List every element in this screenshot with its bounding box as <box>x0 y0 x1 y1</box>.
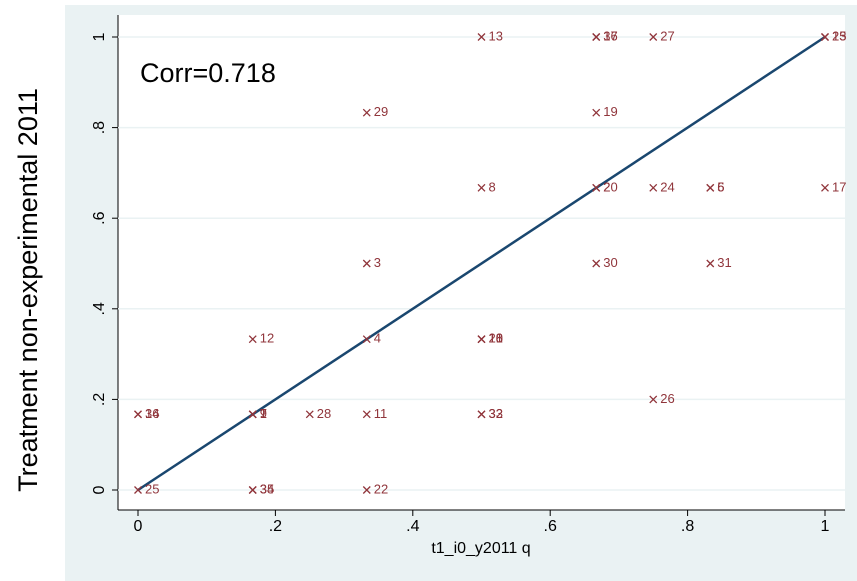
y-tick-label: .8 <box>91 121 108 134</box>
point-label: 12 <box>260 331 274 346</box>
point-label: 5 <box>717 179 724 194</box>
point <box>706 259 715 268</box>
point-label: 24 <box>660 179 674 194</box>
point-label: 21 <box>489 331 503 346</box>
point <box>362 108 371 117</box>
point <box>477 335 486 344</box>
y-axis-label: Treatment non-experimental 2011 <box>13 88 43 492</box>
point-label: 34 <box>260 481 274 496</box>
point-label: 1 <box>260 406 267 421</box>
point <box>821 33 829 41</box>
point-label: 30 <box>603 255 617 270</box>
point-label: 20 <box>603 179 617 194</box>
point-label: 29 <box>374 104 388 119</box>
point-label: 7 <box>260 406 267 421</box>
point <box>362 410 371 419</box>
point-label: 6 <box>717 179 724 194</box>
point <box>248 335 257 344</box>
y-tick-label: 1 <box>91 32 108 41</box>
y-tick-label: .4 <box>91 302 108 315</box>
point-label: 22 <box>374 481 388 496</box>
point-label: 32 <box>489 406 503 421</box>
y-tick-label: .2 <box>91 393 108 406</box>
point-label: 14 <box>145 406 159 421</box>
point <box>134 486 142 494</box>
y-tick-label: .6 <box>91 211 108 224</box>
point-label: 25 <box>145 481 159 496</box>
point-label: 3 <box>374 255 381 270</box>
point <box>706 183 715 192</box>
x-tick-label: .4 <box>406 518 419 535</box>
point-label: 18 <box>489 331 503 346</box>
x-tick-label: .6 <box>544 518 557 535</box>
point-label: 28 <box>317 406 331 421</box>
point <box>134 410 142 419</box>
annotation: Corr=0.718 <box>140 58 276 88</box>
point-label: 8 <box>489 179 496 194</box>
point <box>592 259 601 268</box>
point <box>592 33 601 41</box>
point <box>248 410 257 419</box>
point-label: 35 <box>260 481 274 496</box>
point-label: 33 <box>489 406 503 421</box>
x-axis-label: t1_i0_y2011 q <box>431 540 530 557</box>
x-tick-label: 0 <box>134 518 143 535</box>
point-label: 9 <box>260 406 267 421</box>
point-label: 2 <box>603 179 610 194</box>
point-label: 26 <box>660 391 674 406</box>
point <box>477 410 486 419</box>
x-tick-label: .2 <box>269 518 282 535</box>
point <box>477 33 486 41</box>
point-label: 13 <box>489 28 503 43</box>
point-label: 17 <box>832 179 846 194</box>
point-label: 10 <box>489 331 503 346</box>
point <box>649 183 658 192</box>
point <box>592 108 601 117</box>
point-label: 27 <box>660 28 674 43</box>
point-label: 36 <box>145 406 159 421</box>
point <box>362 335 371 344</box>
point <box>362 259 371 268</box>
point <box>305 410 314 419</box>
point-label: 4 <box>374 331 381 346</box>
x-tick-label: 1 <box>821 518 830 535</box>
point <box>362 486 371 494</box>
y-tick-label: 0 <box>91 485 108 494</box>
point <box>649 33 658 41</box>
point-label: 23 <box>832 28 846 43</box>
point-label: 37 <box>603 28 617 43</box>
point <box>477 183 486 192</box>
x-tick-label: .8 <box>681 518 694 535</box>
point <box>821 183 829 192</box>
point-label: 16 <box>603 28 617 43</box>
point-label: 11 <box>374 406 388 421</box>
point-label: 19 <box>603 104 617 119</box>
point-label: 15 <box>832 28 846 43</box>
point <box>592 183 601 192</box>
point <box>649 395 658 404</box>
point-label: 31 <box>717 255 731 270</box>
point <box>248 486 257 494</box>
